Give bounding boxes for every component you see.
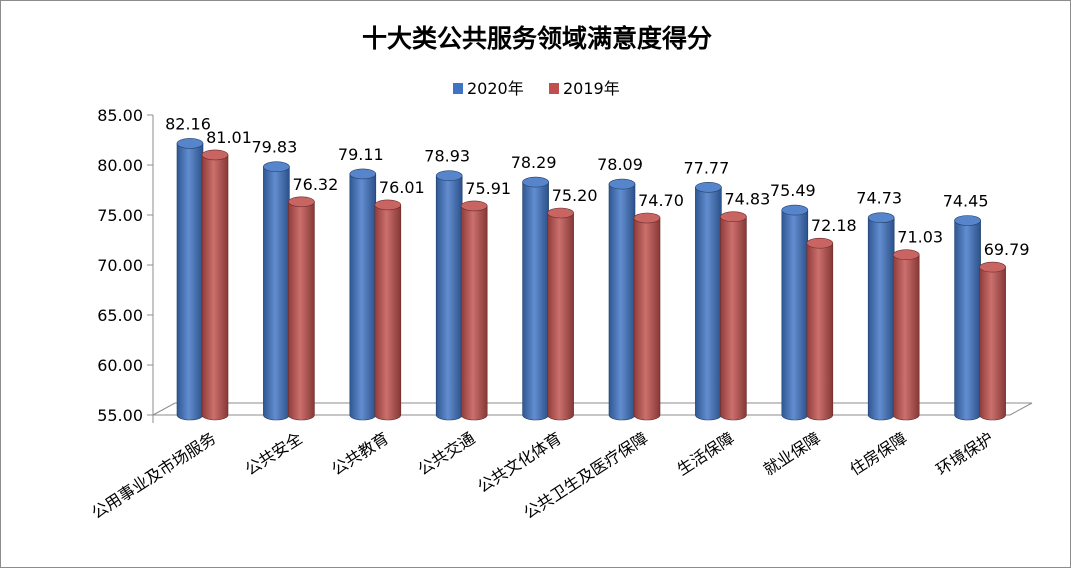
bar-2019	[979, 261, 1006, 421]
legend-swatch	[453, 83, 463, 94]
bar-2019	[806, 237, 834, 421]
bar-2020	[522, 176, 549, 421]
bar-2020	[263, 161, 290, 421]
x-tick-label: 公共交通	[414, 428, 478, 479]
x-tick-label: 就业保障	[760, 428, 824, 479]
data-label: 69.79	[984, 240, 1030, 259]
bar-2020	[695, 182, 722, 421]
data-label: 75.49	[770, 181, 816, 200]
data-label: 81.01	[206, 128, 252, 147]
x-tick-label: 生活保障	[674, 428, 738, 479]
bar-2020	[867, 212, 895, 421]
bar-2020	[954, 215, 981, 421]
bar-2019	[201, 149, 229, 421]
data-label: 74.83	[724, 190, 770, 209]
x-tick-label: 公用事业及市场服务	[88, 428, 219, 522]
legend-label: 2019年	[563, 79, 620, 98]
y-tick-label: 55.00	[97, 406, 143, 425]
bar-2019	[892, 249, 920, 421]
data-label: 75.91	[465, 179, 511, 198]
bar-2019	[633, 212, 661, 421]
y-tick-label: 75.00	[97, 206, 143, 225]
data-label: 76.32	[292, 175, 338, 194]
x-tick-label: 住房保障	[846, 428, 910, 479]
bar-2020	[349, 168, 377, 421]
bar-2019	[374, 199, 402, 421]
y-tick-label: 70.00	[97, 256, 143, 275]
data-label: 71.03	[897, 228, 943, 247]
legend-item-2019: 2019年	[549, 79, 620, 98]
bar-2020	[608, 178, 636, 421]
legend: 2020年 2019年	[453, 79, 620, 98]
data-label: 79.11	[338, 145, 384, 164]
data-label: 74.45	[943, 192, 989, 211]
bar-2019	[547, 207, 574, 421]
data-label: 78.93	[424, 147, 470, 166]
data-label: 72.18	[811, 216, 857, 235]
data-label: 78.29	[511, 153, 557, 172]
data-label: 77.77	[683, 158, 729, 177]
data-label: 76.01	[379, 178, 425, 197]
data-label: 74.73	[856, 189, 902, 208]
data-label: 82.16	[165, 114, 211, 133]
bar-2019	[720, 211, 747, 421]
y-tick-label: 80.00	[97, 156, 143, 175]
legend-label: 2020年	[467, 79, 524, 98]
data-label: 78.09	[597, 155, 643, 174]
data-label: 74.70	[638, 191, 684, 210]
bar-2020	[435, 170, 463, 421]
chart-title: 十大类公共服务领域满意度得分	[362, 24, 712, 53]
bar-2019	[460, 200, 488, 421]
data-label: 75.20	[552, 186, 598, 205]
x-tick-label: 公共教育	[328, 428, 392, 479]
legend-item-2020: 2020年	[453, 79, 524, 98]
bar-2019	[288, 196, 315, 421]
bars	[176, 138, 1006, 421]
data-label: 79.83	[251, 138, 297, 157]
bar-2020	[176, 138, 204, 421]
x-tick-label: 环境保护	[933, 428, 997, 479]
y-tick-label: 85.00	[97, 106, 143, 125]
x-tick-label: 公共安全	[242, 428, 306, 479]
bar-2020	[781, 204, 809, 421]
y-tick-label: 60.00	[97, 356, 143, 375]
legend-swatch	[549, 83, 559, 94]
y-tick-label: 65.00	[97, 306, 143, 325]
